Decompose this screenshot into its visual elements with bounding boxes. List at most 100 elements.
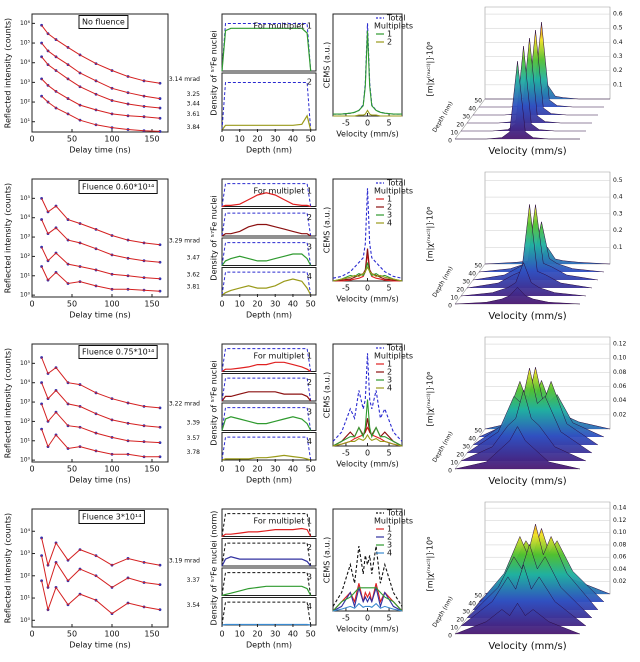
x-tick-label: 0	[365, 614, 370, 623]
legend-label: 4	[387, 384, 392, 393]
x-tick-label: 150	[144, 135, 159, 144]
multiplet-label: 2	[307, 543, 312, 552]
x-tick-label: 0	[365, 449, 370, 458]
surface-ridge	[466, 204, 593, 289]
fit-line	[41, 580, 161, 615]
multiplet-label: 3	[307, 243, 312, 252]
band-frame	[221, 343, 317, 372]
series-label: 3.61	[187, 111, 201, 118]
surface-ridge	[454, 425, 581, 470]
axis-frame	[454, 6, 611, 140]
legend-title: Multiplets	[374, 187, 413, 196]
surface-ridge	[455, 61, 580, 140]
y-tick-label: 10²	[20, 99, 31, 106]
series-label: 3.29 mrad	[169, 237, 200, 244]
series-label: 3.81	[187, 284, 201, 291]
surface-ridge	[461, 46, 586, 132]
legend-label: 4	[387, 549, 392, 558]
surface-fill	[461, 390, 586, 461]
surface-ridge	[467, 38, 592, 124]
legend-label: Total	[386, 14, 406, 23]
multiplet-label: 4	[307, 602, 312, 611]
surface-fill	[467, 204, 592, 288]
depth-tick-label: 50	[474, 593, 482, 600]
x-axis-label: Delay time (ns)	[69, 641, 131, 650]
y-axis-label: Density of ⁵⁷Fe nuclei (norm)	[210, 511, 219, 626]
surface-ridge	[466, 543, 593, 619]
legend-label: 2	[387, 368, 392, 377]
spectrum-line	[332, 418, 403, 447]
legend-label: 1	[387, 195, 392, 204]
legend-title: Multiplets	[374, 517, 413, 526]
x-tick-label: 10	[235, 630, 245, 639]
x-tick-label: 50	[67, 465, 77, 474]
x-tick-label: 0	[29, 135, 34, 144]
surface-fill	[455, 603, 580, 634]
depth-tick-label: 40	[468, 271, 476, 278]
depth-tick-label: 0	[448, 633, 452, 640]
band-frame	[221, 538, 317, 567]
x-axis-label: Delay time (ns)	[69, 146, 131, 155]
fit-line	[41, 357, 161, 409]
series-label: 3.37	[187, 577, 201, 584]
x-tick-label: 5	[387, 449, 392, 458]
surface-ridge	[472, 204, 599, 281]
z-tick-label: 0.5	[613, 25, 623, 32]
fit-line	[41, 403, 161, 444]
surface-fill	[461, 564, 586, 626]
series-label: 3.25	[187, 91, 201, 98]
x-tick-label: 40	[288, 465, 298, 474]
x-tick-label: 150	[144, 630, 159, 639]
band-frame	[221, 373, 317, 402]
multiplet-label: 2	[307, 378, 312, 387]
multiplet-profile	[221, 361, 312, 373]
x-tick-label: 100	[104, 630, 119, 639]
legend-label: 1	[387, 360, 392, 369]
legend-label: 1	[387, 30, 392, 39]
velocity-label: Velocity (mm/s)	[488, 476, 566, 487]
x-tick-label: 50	[67, 135, 77, 144]
z-tick-label: 0.14	[613, 505, 627, 512]
x-tick-label: -5	[342, 614, 350, 623]
legend-label: Total	[386, 179, 406, 188]
x-tick-label: 20	[252, 135, 262, 144]
series-label: 3.19 mrad	[169, 558, 200, 565]
x-tick-label: 30	[270, 630, 280, 639]
x-tick-label: 5	[387, 284, 392, 293]
z-tick-label: 0.10	[613, 355, 627, 362]
band-frame	[221, 567, 317, 596]
spectrum-line	[333, 109, 402, 117]
fit-line	[41, 382, 161, 428]
surface-fill	[461, 46, 586, 131]
total-profile	[221, 601, 312, 626]
total-profile	[221, 82, 312, 131]
z-tick-label: 0.3	[613, 53, 623, 60]
x-tick-label: 30	[270, 300, 280, 309]
fit-line	[41, 24, 161, 84]
x-axis-label: Velocity (mm/s)	[336, 295, 399, 304]
legend-label: 1	[387, 525, 392, 534]
surface-ridge	[484, 246, 611, 265]
data-point	[158, 130, 162, 133]
x-tick-label: 20	[252, 465, 262, 474]
multiplet-label: 3	[307, 573, 312, 582]
x-tick-label: 30	[270, 465, 280, 474]
series-label: 3.57	[187, 435, 201, 442]
x-tick-label: 10	[235, 135, 245, 144]
y-axis-label: CEMS (a.u.)	[323, 372, 332, 418]
surface-ridge	[466, 368, 593, 454]
multiplet-label: 3	[307, 408, 312, 417]
surface-fill	[455, 61, 580, 140]
data-point	[40, 554, 43, 558]
z-tick-label: 0.08	[613, 369, 627, 376]
panel-title: Fluence 0.60*10¹⁴	[82, 183, 154, 192]
plot-frame	[31, 13, 169, 133]
series-label: 3.84	[187, 124, 201, 131]
series-label: 3.14 mrad	[169, 76, 200, 83]
y-axis-label: Density of ⁵⁷Fe nuclei	[210, 30, 219, 115]
x-tick-label: 10	[235, 300, 245, 309]
multiplet-profile	[221, 253, 312, 266]
legend-label: Total	[386, 509, 406, 518]
axis-frame	[454, 336, 611, 470]
